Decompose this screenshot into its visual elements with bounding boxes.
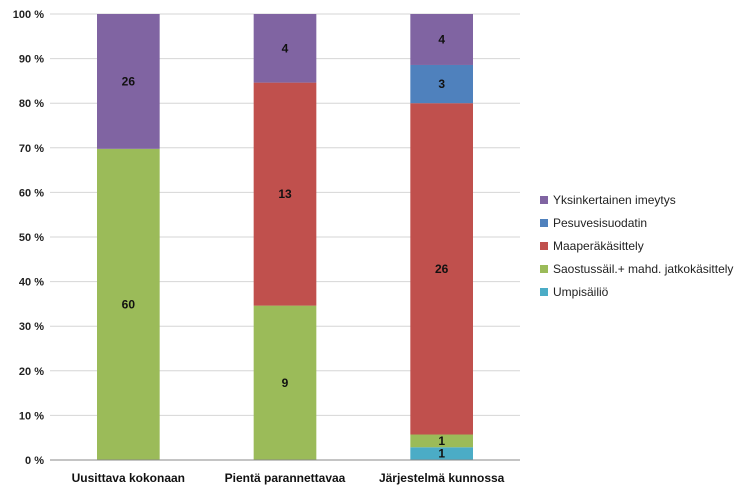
y-tick-label: 60 % <box>19 187 44 199</box>
legend-swatch <box>540 288 548 296</box>
legend-label: Maaperäkäsittely <box>553 239 644 253</box>
y-axis-tick-labels: 0 % 10 % 20 % 30 % 40 % 50 % 60 % 70 % 80 % 90 % 1… <box>13 9 44 467</box>
legend-label: Pesuvesisuodatin <box>553 216 647 230</box>
y-tick-label: 30 % <box>19 321 44 333</box>
legend-label: Yksinkertainen imeytys <box>553 193 676 207</box>
y-tick-label: 0 % <box>25 455 44 467</box>
y-tick-label: 50 % <box>19 232 44 244</box>
bar-segment <box>410 64 473 104</box>
bar-segment <box>410 447 473 460</box>
bar-segment <box>253 82 317 306</box>
legend-label: Umpisäiliö <box>553 285 609 299</box>
bar-segment <box>253 14 317 83</box>
category-label: Pientä parannettavaa <box>225 471 346 485</box>
y-tick-label: 100 % <box>13 9 44 21</box>
data-label: 1 <box>438 447 445 461</box>
y-tick-label: 70 % <box>19 143 44 155</box>
legend: Yksinkertainen imeytys Pesuvesisuodatin Ma… <box>540 193 733 299</box>
y-tick-label: 40 % <box>19 277 44 289</box>
bar-segment <box>410 103 473 435</box>
y-tick-label: 20 % <box>19 366 44 378</box>
bar-segment <box>97 148 160 460</box>
x-axis-category-labels: Uusittava kokonaan Pientä parannettavaa Jä… <box>72 471 505 485</box>
data-label: 13 <box>278 187 292 201</box>
bar-segment <box>410 14 473 65</box>
data-label: 3 <box>438 77 445 91</box>
data-label: 4 <box>282 41 289 55</box>
legend-swatch <box>540 219 548 227</box>
bar-segment <box>253 305 317 460</box>
y-tick-label: 10 % <box>19 410 44 422</box>
y-tick-label: 90 % <box>19 54 44 66</box>
y-tick-label: 80 % <box>19 98 44 110</box>
legend-label: Saostussäil.+ mahd. jatkokäsittely <box>553 262 733 276</box>
category-label: Uusittava kokonaan <box>72 471 185 485</box>
legend-swatch <box>540 265 548 273</box>
category-label: Järjestelmä kunnossa <box>379 471 505 485</box>
data-label: 9 <box>282 376 289 390</box>
data-label: 4 <box>438 32 445 46</box>
legend-swatch <box>540 196 548 204</box>
data-label: 26 <box>122 74 136 88</box>
bar-segment <box>97 14 160 149</box>
data-label: 60 <box>122 297 136 311</box>
legend-swatch <box>540 242 548 250</box>
bar-segment <box>410 434 473 448</box>
bars <box>97 14 473 460</box>
data-labels: 60 26 9 13 4 11 26 3 4 <box>122 32 449 460</box>
data-label: 1 <box>438 434 445 448</box>
data-label: 26 <box>435 262 449 276</box>
